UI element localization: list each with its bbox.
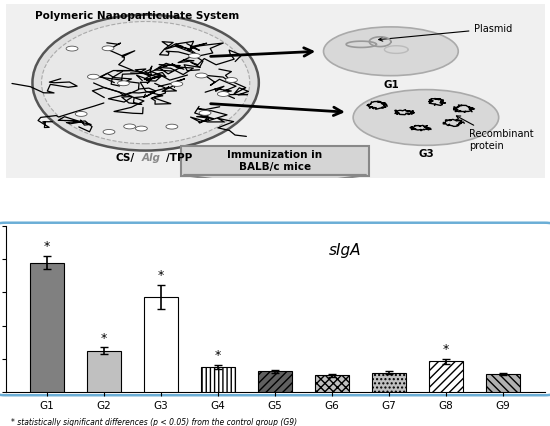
Bar	[30, 262, 64, 392]
Bar	[258, 371, 292, 392]
Ellipse shape	[171, 81, 183, 86]
Ellipse shape	[102, 46, 114, 51]
Bar	[429, 361, 463, 392]
Bar	[201, 367, 235, 392]
Text: *: *	[44, 240, 50, 253]
Text: *: *	[215, 349, 221, 362]
Ellipse shape	[226, 78, 238, 82]
Text: CS/: CS/	[116, 153, 135, 164]
Bar	[87, 351, 121, 392]
Text: Plasmid: Plasmid	[379, 24, 513, 41]
Ellipse shape	[41, 21, 250, 144]
Text: * statistically significant differences (p < 0.05) from the control group (G9): * statistically significant differences …	[11, 418, 297, 426]
Ellipse shape	[87, 74, 100, 79]
Ellipse shape	[103, 130, 115, 134]
Text: sIgA: sIgA	[329, 243, 361, 259]
Text: Polymeric Nanoparticulate System: Polymeric Nanoparticulate System	[35, 12, 239, 21]
Ellipse shape	[217, 92, 229, 96]
Ellipse shape	[75, 112, 87, 116]
Bar	[315, 375, 349, 392]
Ellipse shape	[166, 124, 178, 129]
Text: Recombinant
protein: Recombinant protein	[456, 116, 534, 151]
Text: G3: G3	[418, 149, 434, 159]
Text: *: *	[158, 269, 164, 282]
FancyBboxPatch shape	[0, 223, 550, 395]
Text: *: *	[443, 343, 449, 356]
Text: Immunization in
BALB/c mice: Immunization in BALB/c mice	[228, 150, 322, 172]
Ellipse shape	[189, 53, 200, 58]
Bar	[144, 297, 178, 392]
Text: /TPP: /TPP	[166, 153, 192, 164]
Ellipse shape	[323, 27, 458, 76]
Ellipse shape	[66, 46, 78, 51]
Ellipse shape	[353, 89, 499, 145]
FancyBboxPatch shape	[0, 0, 550, 182]
FancyBboxPatch shape	[180, 146, 370, 176]
Ellipse shape	[135, 126, 147, 131]
Text: *: *	[101, 332, 107, 345]
Ellipse shape	[32, 15, 259, 150]
Bar	[372, 373, 406, 392]
Text: Alg: Alg	[141, 153, 160, 164]
Text: G1: G1	[383, 80, 399, 90]
Polygon shape	[183, 175, 367, 188]
Ellipse shape	[118, 81, 129, 86]
Ellipse shape	[199, 110, 211, 115]
Ellipse shape	[195, 73, 207, 78]
Bar	[486, 374, 520, 392]
Ellipse shape	[124, 124, 135, 129]
